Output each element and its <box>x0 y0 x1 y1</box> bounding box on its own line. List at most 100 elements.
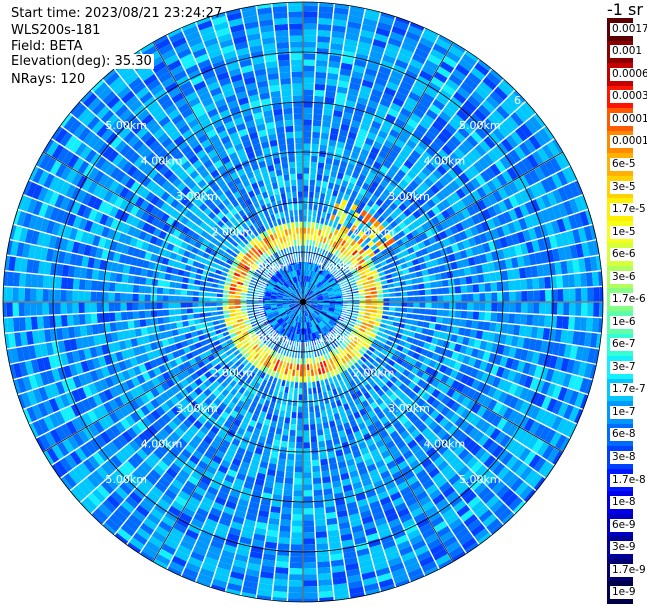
range-gate <box>60 314 68 328</box>
range-gate <box>303 11 319 18</box>
range-gate <box>48 288 55 302</box>
range-gate <box>303 293 305 300</box>
range-gate <box>484 282 492 293</box>
range-gate <box>289 556 303 563</box>
range-gate <box>432 168 444 180</box>
range-gate <box>485 71 502 87</box>
range-gate <box>360 274 367 280</box>
range-gate <box>450 260 459 271</box>
range-gate <box>589 255 598 272</box>
range-gate <box>310 143 320 151</box>
range-gate <box>60 276 68 290</box>
range-gate <box>339 62 354 71</box>
range-gate <box>325 258 331 265</box>
range-gate <box>396 112 410 124</box>
range-gate <box>318 5 334 14</box>
range-gate <box>66 277 74 290</box>
range-gate <box>433 71 449 84</box>
range-gate <box>342 248 349 256</box>
range-gate <box>120 282 128 293</box>
range-gate <box>496 248 505 261</box>
range-gate <box>544 159 557 176</box>
range-gate <box>317 299 324 302</box>
range-gate <box>539 302 546 315</box>
range-gate <box>60 289 67 302</box>
range-gate <box>314 513 326 521</box>
range-gate <box>313 279 318 285</box>
range-gate <box>18 272 27 288</box>
range-gate <box>514 107 529 123</box>
range-gate <box>359 29 376 39</box>
range-gate <box>310 453 320 461</box>
range-gate <box>389 292 396 298</box>
range-gate <box>317 162 325 170</box>
range-gate <box>407 91 422 103</box>
range-gate <box>370 243 378 252</box>
range-gate <box>454 175 466 188</box>
range-gate <box>434 179 445 191</box>
range-gate <box>340 255 348 263</box>
range-gate <box>433 232 443 243</box>
range-gate <box>491 145 505 160</box>
range-gate <box>372 219 382 229</box>
range-gate <box>411 53 427 65</box>
range-gate <box>515 302 522 314</box>
range-gate <box>313 265 317 272</box>
range-gate <box>281 501 293 509</box>
range-gate <box>121 320 129 331</box>
range-gate <box>126 292 133 302</box>
range-gate <box>48 315 56 329</box>
range-gate <box>333 288 340 292</box>
range-gate <box>310 161 318 169</box>
range-gate <box>466 71 483 86</box>
range-gate <box>343 227 351 235</box>
range-gate <box>303 173 310 180</box>
range-gate <box>120 311 128 322</box>
range-gate <box>320 186 328 194</box>
range-gate <box>306 263 310 270</box>
range-gate <box>527 302 534 315</box>
range-gate <box>308 283 313 290</box>
range-gate <box>334 98 346 106</box>
range-gate <box>318 285 325 290</box>
range-gate <box>477 273 485 284</box>
range-gate <box>525 240 535 255</box>
range-gate <box>451 68 467 82</box>
range-gate <box>303 568 318 575</box>
range-gate <box>42 302 49 316</box>
range-gate <box>376 232 385 241</box>
range-gate <box>347 88 360 97</box>
range-gate <box>457 126 471 140</box>
range-gate <box>353 252 361 259</box>
range-gate <box>421 150 434 162</box>
range-gate <box>303 430 311 437</box>
range-gate <box>315 180 323 187</box>
range-gate <box>513 205 524 220</box>
range-gate <box>6 302 13 318</box>
range-gate <box>540 208 551 224</box>
range-gate <box>288 580 303 587</box>
range-gate <box>346 262 354 269</box>
range-gate <box>315 174 324 182</box>
range-gate <box>334 600 352 602</box>
range-gate <box>460 284 468 294</box>
range-gate <box>318 150 327 158</box>
range-gate <box>513 177 525 192</box>
range-gate <box>391 143 403 154</box>
range-gate <box>303 520 315 527</box>
range-gate <box>470 66 486 81</box>
range-gate <box>466 204 477 217</box>
range-gate <box>422 275 430 283</box>
range-gate <box>408 58 424 70</box>
range-gate <box>314 289 321 295</box>
range-gate <box>501 169 514 184</box>
range-gate <box>394 91 408 102</box>
range-gate <box>471 201 482 214</box>
range-gate <box>443 294 450 302</box>
range-gate <box>522 228 532 243</box>
range-gate <box>96 302 103 313</box>
range-gate <box>403 159 415 170</box>
range-gate <box>305 300 312 302</box>
range-gate <box>311 465 321 473</box>
range-gate <box>445 245 454 255</box>
